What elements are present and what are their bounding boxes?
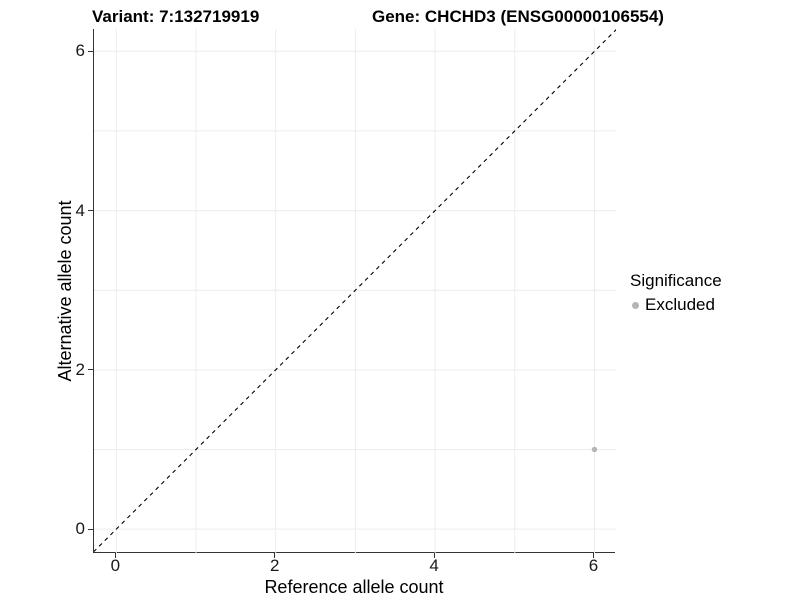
x-tick-label: 0 xyxy=(110,556,121,575)
legend-point-icon xyxy=(632,301,639,309)
plot-panel xyxy=(93,29,616,553)
y-tick-mark xyxy=(88,369,93,371)
x-tick-mark xyxy=(592,553,594,558)
gene-title: Gene: CHCHD3 (ENSG00000106554) xyxy=(372,7,664,26)
x-tick-label: 2 xyxy=(269,556,280,575)
y-tick-label: 4 xyxy=(75,200,85,220)
x-tick-label: 6 xyxy=(588,556,599,575)
legend-title: Significance xyxy=(630,271,722,290)
x-tick-label: 4 xyxy=(429,556,439,575)
y-tick-label: 2 xyxy=(75,359,85,379)
x-tick-mark xyxy=(114,553,116,558)
legend: Significance Excluded xyxy=(630,271,722,315)
y-tick-label: 0 xyxy=(75,519,85,539)
variant-title: Variant: 7:132719919 xyxy=(92,7,260,26)
y-tick-label: 6 xyxy=(75,41,85,61)
x-tick-mark xyxy=(433,553,435,558)
x-tick-mark xyxy=(274,553,276,558)
legend-entry-excluded: Excluded xyxy=(630,295,722,315)
plot-canvas xyxy=(94,29,616,553)
data-point xyxy=(591,446,598,453)
y-axis-title-text: Alternative allele count xyxy=(55,200,75,382)
identity-line xyxy=(94,29,616,553)
legend-entry-label: Excluded xyxy=(645,295,715,314)
y-tick-mark xyxy=(88,50,93,52)
y-tick-mark xyxy=(88,210,93,212)
x-axis-title: Reference allele count xyxy=(264,577,444,597)
y-tick-mark xyxy=(88,528,93,530)
